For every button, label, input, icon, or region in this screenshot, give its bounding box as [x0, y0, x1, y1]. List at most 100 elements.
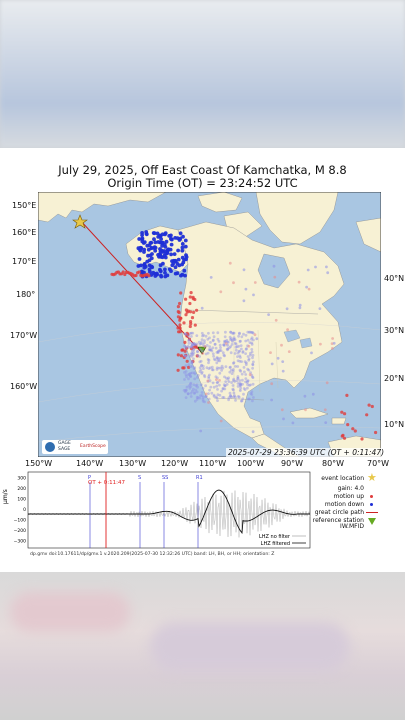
station-dot — [239, 369, 243, 373]
station-dot — [218, 349, 222, 352]
station-dot — [232, 281, 235, 285]
station-dot — [246, 330, 250, 334]
station-dot — [195, 376, 199, 379]
station-dot — [246, 381, 249, 384]
station-dot — [244, 377, 248, 380]
station-dot — [238, 349, 242, 353]
station-dot — [205, 394, 208, 398]
station-dot — [223, 335, 227, 339]
lat-label-right: 20°N — [384, 374, 405, 383]
station-dot — [216, 359, 220, 363]
station-dot — [253, 281, 257, 284]
station-dot — [178, 301, 182, 306]
station-dot — [236, 382, 240, 385]
station-dot — [180, 272, 185, 277]
station-dot — [232, 361, 235, 365]
station-dot — [139, 263, 143, 268]
station-dot — [223, 384, 227, 388]
station-dot — [324, 421, 328, 424]
station-dot — [218, 383, 221, 387]
logo-gage: GAGE — [58, 441, 71, 446]
station-dot — [180, 248, 185, 253]
station-dot — [185, 331, 189, 335]
station-dot — [183, 332, 187, 335]
station-dot — [226, 340, 230, 344]
station-dot — [192, 371, 196, 375]
station-dot — [207, 367, 211, 370]
station-dot — [244, 361, 248, 365]
station-dot — [187, 334, 191, 338]
origin-time: Origin Time (OT) = 23:24:52 UTC — [107, 176, 298, 190]
station-dot — [190, 361, 194, 365]
station-dot — [214, 346, 218, 350]
station-dot — [244, 333, 248, 337]
station-dot — [196, 374, 200, 377]
station-dot — [250, 343, 254, 346]
station-dot — [148, 241, 153, 245]
station-dot — [307, 287, 311, 291]
station-dot — [184, 373, 188, 376]
station-dot — [208, 388, 212, 392]
station-dot — [291, 421, 295, 425]
station-dot — [228, 261, 232, 265]
station-dot — [221, 396, 225, 399]
station-dot — [200, 338, 204, 342]
station-dot — [234, 365, 237, 368]
blurred-background-bottom — [0, 572, 405, 720]
station-dot — [222, 343, 226, 347]
station-dot — [249, 351, 252, 355]
station-dot — [137, 237, 142, 241]
station-dot — [237, 395, 241, 399]
station-dot — [156, 253, 160, 257]
station-dots — [110, 230, 378, 441]
station-dot — [178, 231, 183, 236]
station-dot — [187, 363, 191, 366]
event-star — [72, 214, 88, 229]
station-dot — [219, 290, 223, 294]
station-dot — [272, 264, 276, 268]
visualization-card: July 29, 2025, Off East Coast Of Kamchat… — [0, 148, 405, 572]
station-dot — [280, 343, 283, 347]
station-dot — [187, 341, 191, 345]
station-dot — [248, 341, 252, 344]
station-dot — [246, 355, 250, 358]
station-dot — [161, 250, 165, 254]
station-dot — [219, 349, 223, 352]
station-dot — [251, 331, 255, 335]
station-dot — [211, 331, 215, 335]
station-dot — [191, 352, 194, 356]
station-dot — [195, 383, 199, 387]
station-dot — [155, 231, 160, 236]
station-dot — [188, 374, 192, 378]
legend-motion-down: motion down — [324, 501, 364, 508]
station-dot — [221, 366, 225, 370]
station-dot — [184, 364, 188, 368]
station-dot — [184, 354, 187, 358]
station-dot — [188, 295, 192, 299]
station-dot — [149, 246, 154, 250]
station-dot — [267, 313, 270, 316]
station-dot — [240, 399, 244, 403]
station-dot — [199, 359, 203, 363]
station-dot — [233, 394, 236, 397]
station-dot — [190, 371, 194, 375]
station-dot — [242, 332, 245, 336]
station-dot — [210, 391, 214, 395]
station-dot — [249, 383, 252, 387]
station-dot — [249, 392, 253, 395]
station-dot — [201, 334, 204, 338]
station-dot — [147, 267, 152, 272]
station-dot — [250, 393, 254, 396]
station-dot — [236, 359, 240, 363]
seismogram-y-tick: −100 — [14, 518, 26, 524]
station-dot — [238, 331, 241, 335]
station-dot — [231, 340, 234, 343]
lat-label-right: 40°N — [384, 274, 405, 283]
station-dot — [211, 352, 215, 356]
station-dot — [223, 354, 227, 358]
station-dot — [250, 337, 253, 341]
station-dot — [191, 343, 195, 347]
station-dot — [173, 271, 178, 276]
station-dot — [250, 350, 254, 354]
station-dot — [251, 356, 254, 360]
